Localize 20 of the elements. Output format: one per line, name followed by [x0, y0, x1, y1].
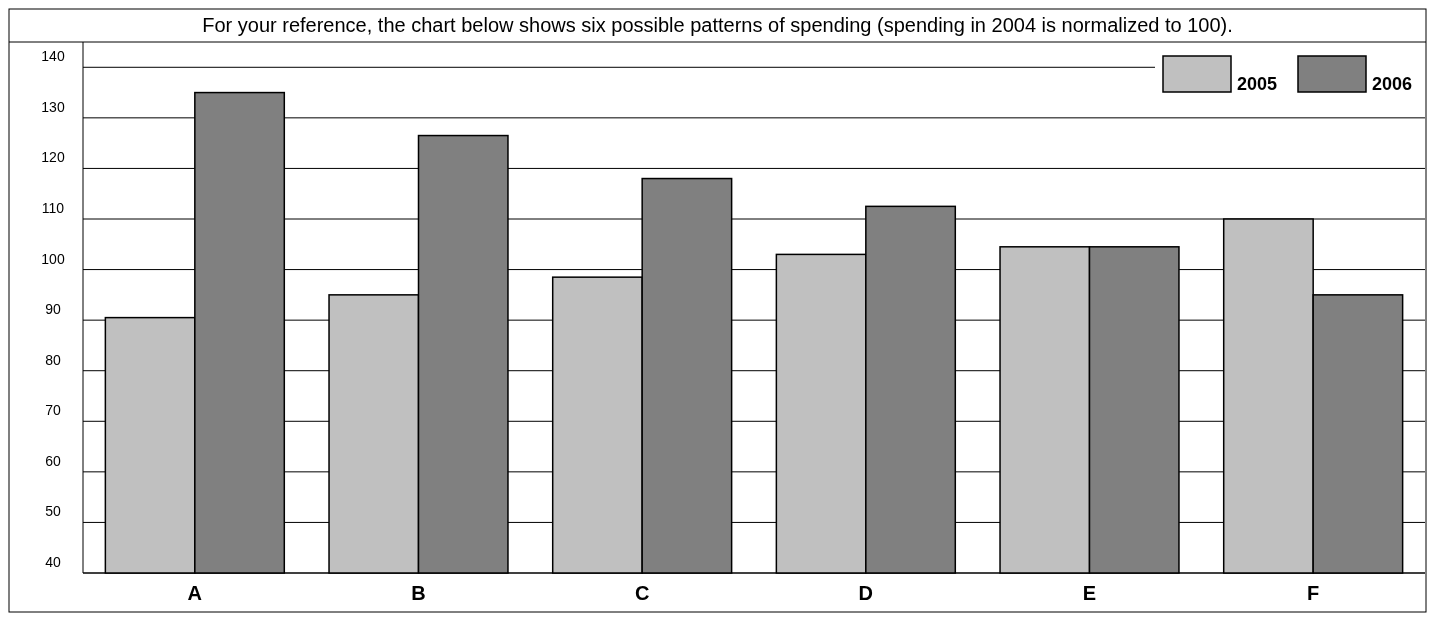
- x-tick-label: D: [858, 582, 874, 604]
- legend-label: 2006: [1372, 74, 1413, 94]
- y-tick-label: 120: [41, 149, 65, 166]
- y-tick-label: 90: [45, 301, 61, 318]
- y-tick-label: 130: [41, 98, 65, 115]
- y-tick-label: 110: [41, 200, 65, 216]
- x-tick-label: C: [634, 582, 650, 604]
- x-tick-label: A: [187, 582, 203, 604]
- y-tick-label: 100: [41, 250, 65, 267]
- y-tick-label: 70: [45, 402, 61, 419]
- legend-label: 2005: [1237, 74, 1278, 94]
- x-tick-label: E: [1082, 582, 1097, 604]
- y-tick-label: 140: [41, 48, 65, 65]
- x-tick-label: F: [1307, 582, 1320, 604]
- y-tick-label: 40: [45, 554, 61, 570]
- chart-title: For your reference, the chart below shows six possible patterns of spending (spending in 2004 is normalized to 100).: [202, 14, 1233, 36]
- x-tick-label: B: [411, 582, 426, 604]
- y-tick-label: 80: [45, 351, 61, 368]
- y-tick-label: 50: [45, 503, 61, 520]
- y-tick-label: 60: [45, 452, 61, 469]
